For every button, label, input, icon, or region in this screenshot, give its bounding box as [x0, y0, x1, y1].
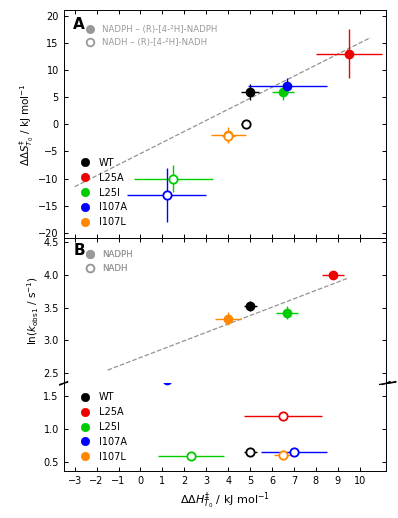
Text: B: B	[73, 242, 85, 257]
Legend: WT, L25A, L25I, I107A, I107L: WT, L25A, L25I, I107A, I107L	[72, 388, 131, 466]
Text: A: A	[73, 17, 85, 32]
Legend: NADPH, NADH: NADPH, NADH	[78, 247, 136, 276]
Y-axis label: $\Delta\Delta S^{\ddagger}_{T_0}$ / kJ mol$^{-1}$: $\Delta\Delta S^{\ddagger}_{T_0}$ / kJ m…	[17, 83, 35, 166]
Y-axis label: ln($k_{\rm obs1}$ / s$^{-1}$): ln($k_{\rm obs1}$ / s$^{-1}$)	[25, 276, 41, 346]
X-axis label: $\Delta\Delta H^{\ddagger}_{T_0}$ / kJ mol$^{-1}$: $\Delta\Delta H^{\ddagger}_{T_0}$ / kJ m…	[180, 491, 270, 512]
Legend: WT, L25A, L25I, I107A, I107L: WT, L25A, L25I, I107A, I107L	[72, 154, 131, 231]
